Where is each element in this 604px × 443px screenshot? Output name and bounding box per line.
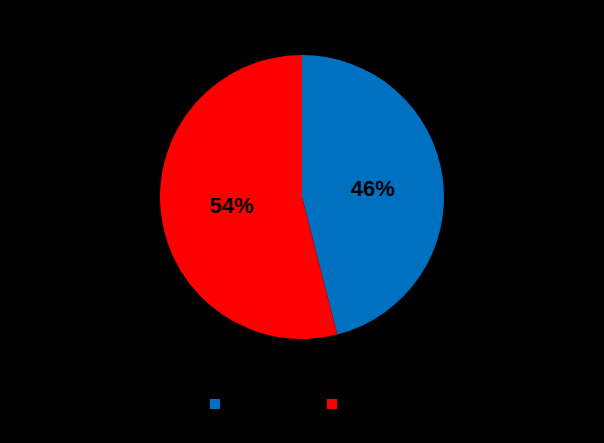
svg-text:46%: 46% (351, 176, 395, 201)
svg-text:54%: 54% (210, 193, 254, 218)
